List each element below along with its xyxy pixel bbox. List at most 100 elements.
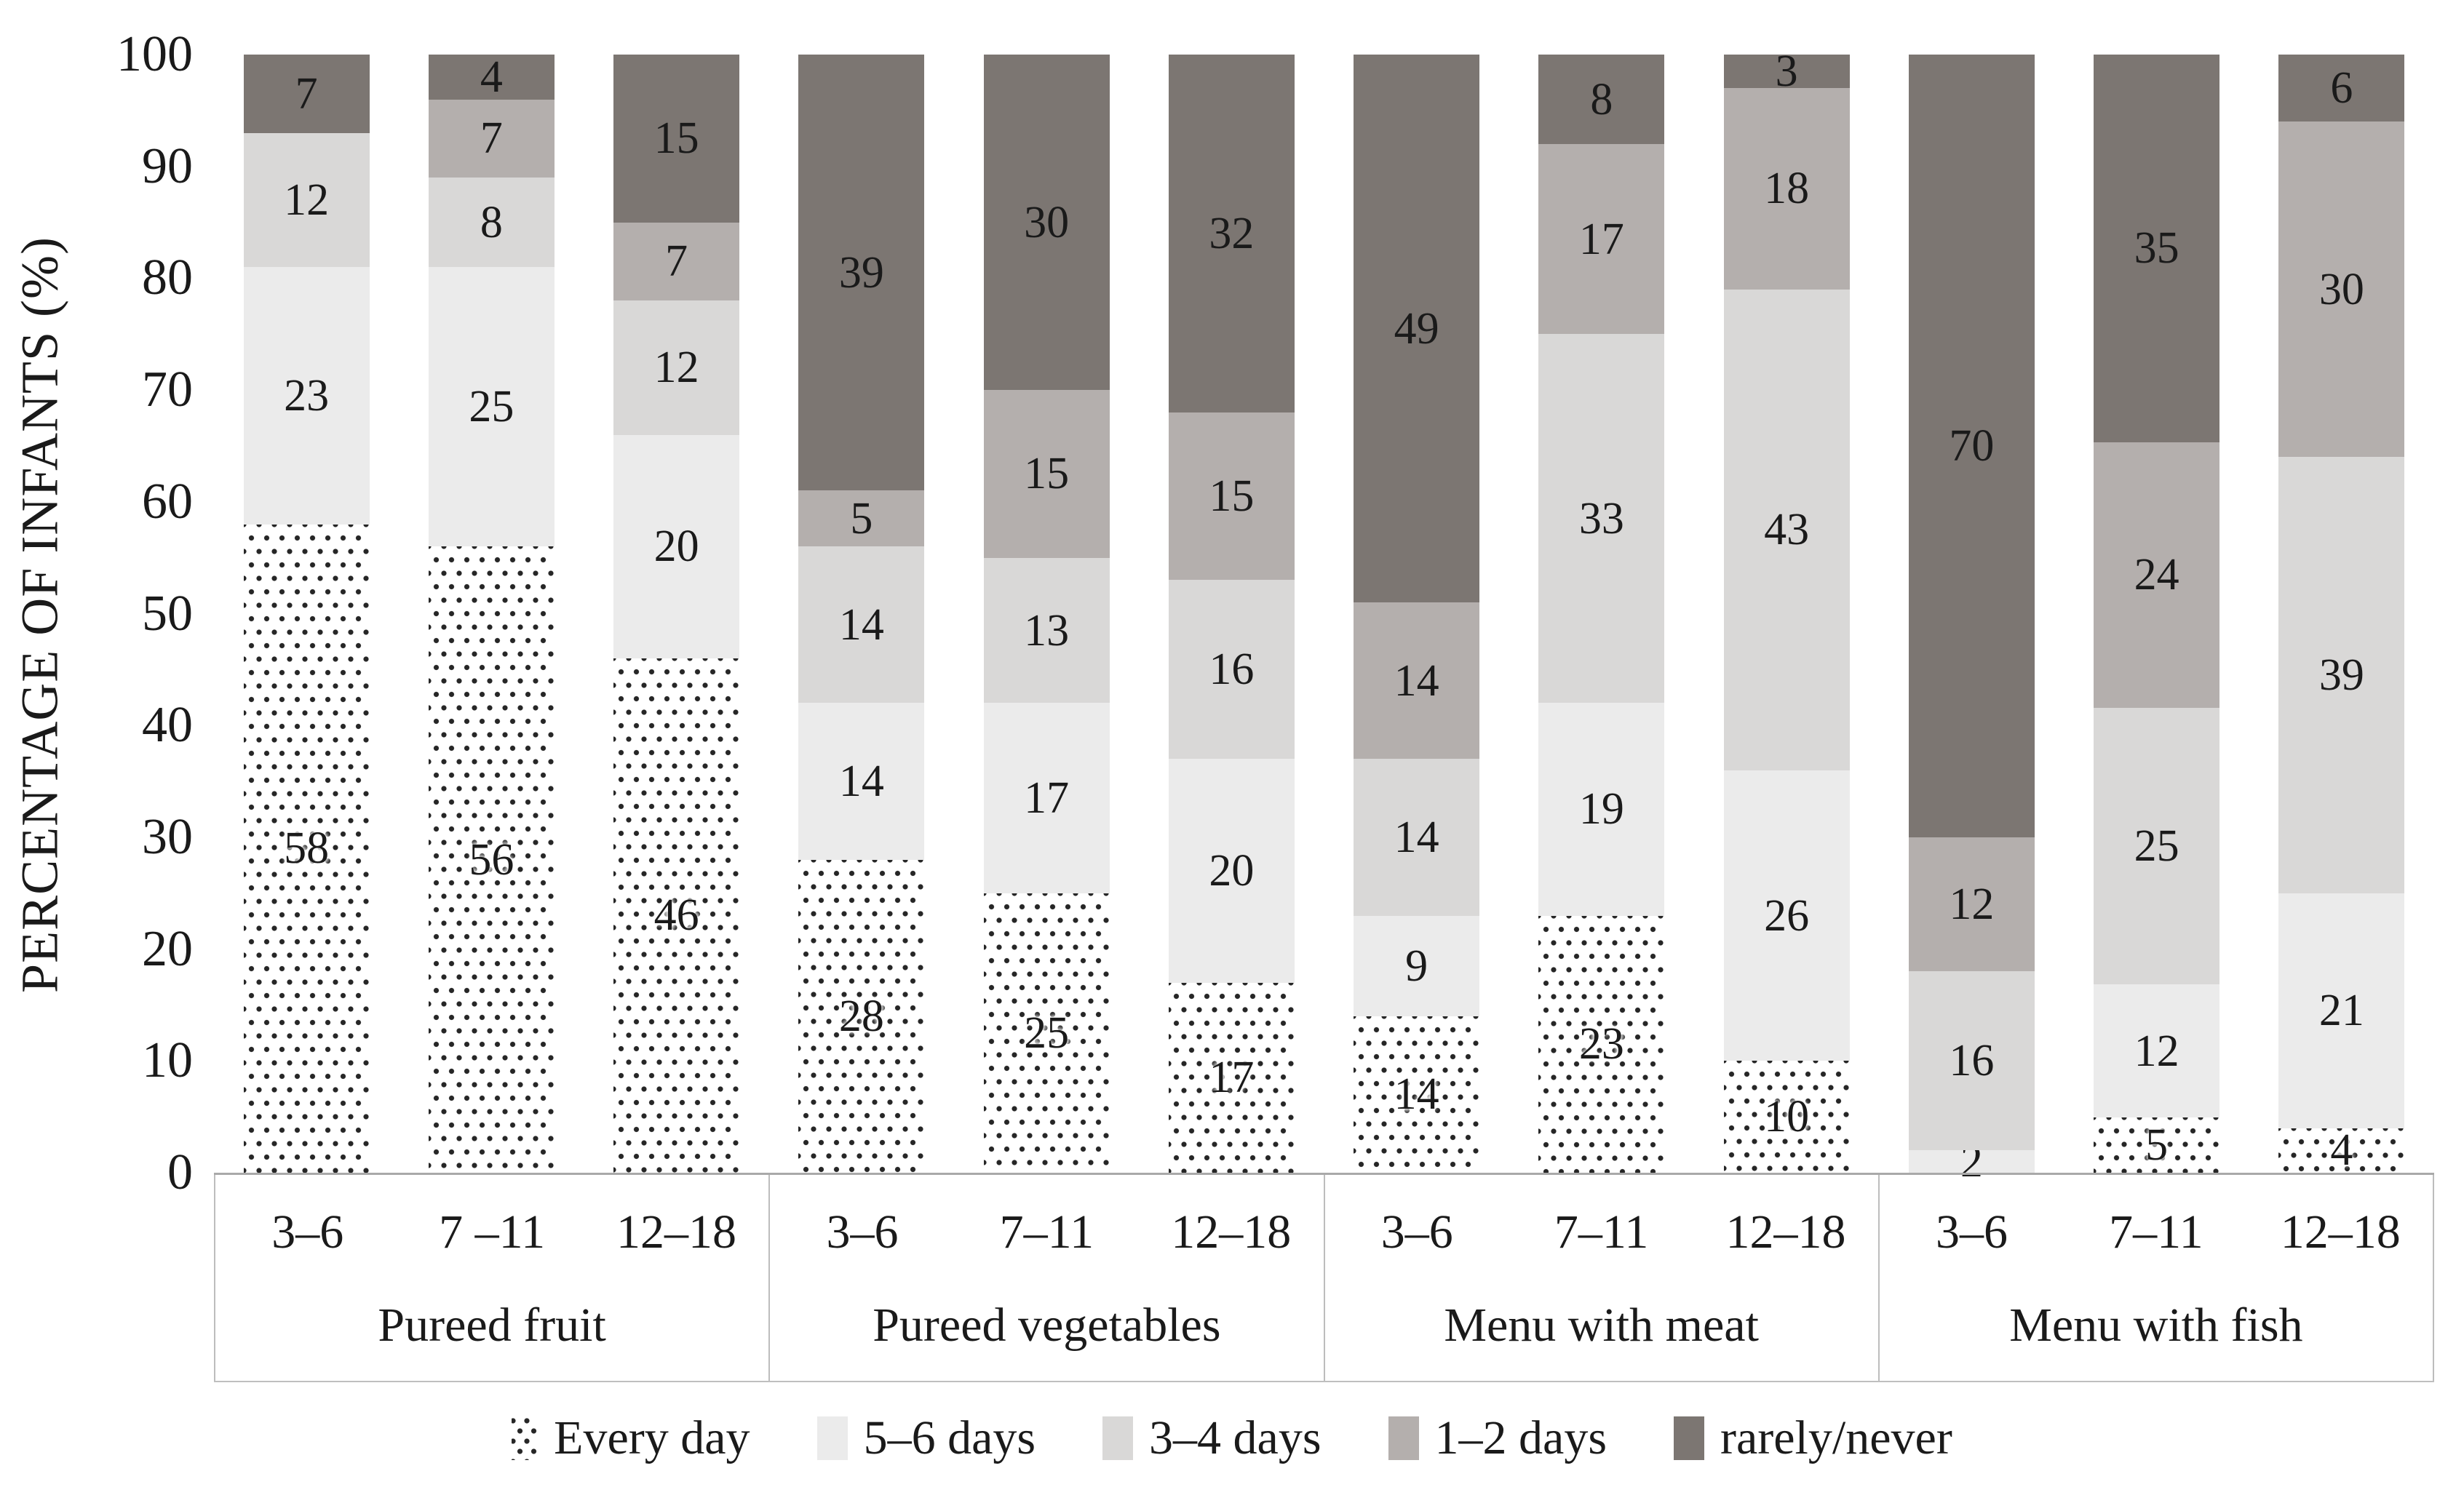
age-label: 7–11 bbox=[1554, 1205, 1649, 1259]
legend-swatch-every-day bbox=[512, 1416, 538, 1460]
bar-segment-days-1-2: 17 bbox=[1538, 144, 1665, 335]
bar-segment-days-3-4: 13 bbox=[983, 557, 1110, 703]
bar-segment-days-5-6: 26 bbox=[1723, 770, 1850, 1061]
bar-segment-every-day: 58 bbox=[243, 524, 370, 1173]
bar-segment-days-5-6: 17 bbox=[983, 703, 1110, 893]
legend: Every day 5–6 days 3–4 days 1–2 days rarely/… bbox=[0, 1398, 2464, 1478]
bar-slot: 17 20 16 15 32 bbox=[1139, 55, 1324, 1173]
bar-segment-value: 70 bbox=[1949, 420, 1995, 471]
bar-segment-value: 7 bbox=[665, 236, 688, 287]
y-axis-ticks: 0 10 20 30 40 50 60 70 80 90 100 bbox=[0, 0, 196, 1495]
bar-segment-value: 14 bbox=[838, 599, 884, 650]
stacked-bar: 46 20 12 7 15 bbox=[613, 55, 740, 1173]
bar-slot: 14 9 14 14 49 bbox=[1324, 55, 1509, 1173]
y-tick-label: 50 bbox=[142, 585, 193, 642]
bar-segment-value: 7 bbox=[480, 113, 503, 164]
bar-group: 14 9 14 14 49 23 19 33 17 8 10 26 43 18 3 bbox=[1324, 49, 1880, 1173]
bar-segment-value: 12 bbox=[284, 175, 330, 225]
bar-segment-rarely-never: 4 bbox=[428, 55, 555, 100]
bar-slot: 25 17 13 15 30 bbox=[954, 55, 1139, 1173]
age-label: 12–18 bbox=[2280, 1205, 2401, 1259]
stacked-bar: 58 23 12 7 bbox=[243, 55, 370, 1173]
bar-segment-value: 12 bbox=[653, 343, 699, 393]
bar-segment-rarely-never: 70 bbox=[1908, 55, 2035, 837]
bar-segment-value: 20 bbox=[653, 522, 699, 572]
legend-item: 5–6 days bbox=[816, 1414, 1036, 1462]
bar-group: 58 23 12 7 56 25 8 7 4 46 20 12 7 15 bbox=[214, 55, 769, 1173]
bar-segment-days-3-4: 25 bbox=[2094, 707, 2220, 985]
bar-segment-value: 20 bbox=[1209, 846, 1255, 896]
bar-segment-value: 10 bbox=[1764, 1092, 1810, 1142]
bar-slot: 46 20 12 7 15 bbox=[584, 55, 769, 1173]
bar-segment-rarely-never: 35 bbox=[2094, 55, 2220, 442]
legend-item: Every day bbox=[512, 1414, 750, 1462]
bar-segment-days-5-6: 21 bbox=[2278, 893, 2405, 1128]
bar-segment-rarely-never: 15 bbox=[613, 55, 740, 223]
bar-segment-days-5-6: 19 bbox=[1538, 703, 1665, 916]
bar-segment-every-day: 25 bbox=[983, 893, 1110, 1173]
bar-segment-value: 9 bbox=[1405, 941, 1428, 991]
y-tick-label: 90 bbox=[142, 137, 193, 194]
bar-slot: 28 14 14 5 39 bbox=[769, 55, 954, 1173]
bar-segment-every-day: 17 bbox=[1168, 982, 1295, 1173]
bar-segment-days-3-4: 43 bbox=[1723, 289, 1850, 770]
bar-segment-value: 26 bbox=[1764, 890, 1810, 941]
bar-segment-value: 49 bbox=[1394, 303, 1439, 354]
legend-label: 3–4 days bbox=[1149, 1411, 1322, 1464]
bar-segment-rarely-never: 8 bbox=[1538, 55, 1665, 144]
bar-segment-value: 25 bbox=[469, 382, 514, 432]
bar-segment-value: 5 bbox=[850, 493, 873, 543]
y-tick-label: 10 bbox=[142, 1032, 193, 1089]
bar-segment-days-5-6: 2 bbox=[1908, 1139, 2035, 1184]
legend-swatch-days-3-4 bbox=[1102, 1416, 1134, 1460]
bar-segment-value: 32 bbox=[1209, 208, 1255, 258]
bar-segment-rarely-never: 39 bbox=[798, 55, 925, 491]
stacked-bar: 25 17 13 15 30 bbox=[983, 55, 1110, 1173]
legend-item: rarely/never bbox=[1674, 1414, 1952, 1462]
category-group-box: 3–6 7 –11 12–18 Pureed fruit bbox=[214, 1175, 768, 1381]
legend-swatch-rarely-never bbox=[1674, 1416, 1705, 1460]
legend-item: 3–4 days bbox=[1102, 1411, 1322, 1464]
bar-segment-value: 25 bbox=[1024, 1008, 1070, 1058]
bar-segment-rarely-never: 30 bbox=[983, 55, 1110, 391]
bar-segment-value: 12 bbox=[2134, 1026, 2179, 1076]
bar-slot: 2 16 12 70 bbox=[1879, 55, 2064, 1184]
bar-segment-value: 58 bbox=[284, 824, 330, 874]
bar-slot: 58 23 12 7 bbox=[214, 55, 399, 1173]
bar-segment-every-day: 4 bbox=[2278, 1128, 2405, 1173]
age-label: 7–11 bbox=[999, 1205, 1094, 1259]
age-labels-row: 3–6 7–11 12–18 bbox=[1880, 1208, 2433, 1256]
bar-segment-value: 6 bbox=[2330, 63, 2353, 113]
age-label: 12–18 bbox=[616, 1205, 737, 1259]
bar-segment-days-3-4: 16 bbox=[1168, 580, 1295, 760]
y-tick-label: 30 bbox=[142, 808, 193, 865]
bar-segment-value: 5 bbox=[2145, 1120, 2169, 1170]
bar-segment-value: 25 bbox=[2134, 821, 2179, 872]
group-label: Menu with meat bbox=[1444, 1299, 1759, 1352]
bar-segment-days-1-2: 15 bbox=[1168, 412, 1295, 581]
legend-item: 1–2 days bbox=[1388, 1414, 1607, 1462]
stacked-bar: 56 25 8 7 4 bbox=[428, 55, 555, 1173]
bar-segment-value: 4 bbox=[480, 52, 503, 102]
legend-swatch-days-5-6 bbox=[816, 1416, 848, 1460]
age-label: 3–6 bbox=[1935, 1205, 2008, 1259]
age-label: 7–11 bbox=[2109, 1205, 2203, 1259]
bar-segment-value: 8 bbox=[1590, 74, 1613, 124]
bar-segment-value: 46 bbox=[653, 890, 699, 941]
stacked-bar: 23 19 33 17 8 bbox=[1538, 55, 1665, 1173]
bar-segment-value: 15 bbox=[1024, 449, 1070, 499]
age-label: 12–18 bbox=[1171, 1205, 1292, 1259]
bar-segment-value: 14 bbox=[1394, 812, 1439, 862]
y-tick-label: 0 bbox=[167, 1144, 193, 1200]
age-label: 7 –11 bbox=[439, 1205, 546, 1259]
bar-segment-days-3-4: 39 bbox=[2278, 457, 2405, 893]
bar-segment-value: 30 bbox=[1024, 197, 1070, 247]
bar-segment-every-day: 5 bbox=[2094, 1117, 2220, 1173]
group-label: Menu with fish bbox=[2009, 1299, 2303, 1352]
bar-segment-days-3-4: 14 bbox=[1354, 759, 1480, 916]
bar-segment-value: 18 bbox=[1764, 164, 1810, 214]
bar-group: 28 14 14 5 39 25 17 13 15 30 17 20 16 15 32 bbox=[769, 55, 1324, 1173]
bar-slot: 56 25 8 7 4 bbox=[399, 55, 584, 1173]
category-axis: 3–6 7 –11 12–18 Pureed fruit 3–6 7–11 12–18 Pur… bbox=[214, 1173, 2434, 1382]
age-labels-row: 3–6 7 –11 12–18 bbox=[215, 1208, 768, 1256]
